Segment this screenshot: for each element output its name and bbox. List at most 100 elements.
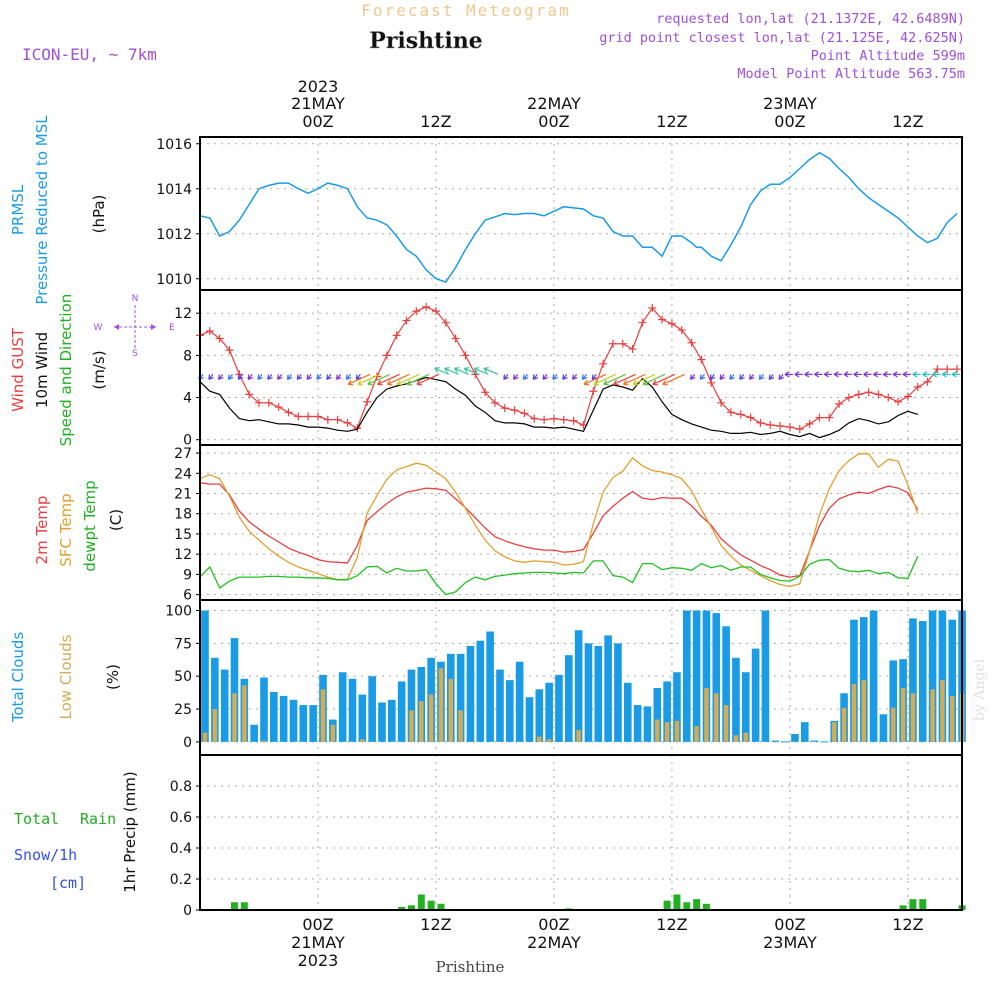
wind-ytick-label: 4 [183,391,192,407]
wind-direction-arrow [454,367,469,375]
wind-direction-arrowhead [532,374,539,380]
wind-gust-point [205,327,214,336]
total-cloud-bar [515,661,524,742]
total-cloud-bar [309,705,317,742]
temperature-ytick-label: 21 [174,487,192,503]
temp-unit: (C) [107,509,125,531]
snow-cm-label: [cm] [50,874,86,892]
wind-direction-arrowhead [843,371,849,378]
total-cloud-bar [643,706,652,742]
wind-gust-point [274,403,283,412]
wind-gust-point [667,319,676,328]
wind-gust-point [323,415,332,424]
total-cloud-bar [220,669,229,742]
wind-plot-area [200,290,962,445]
clouds-unit: (%) [104,664,122,690]
total-cloud-bar [250,724,258,742]
wind-gust-point [746,413,755,422]
wind-gust-point [815,413,824,422]
total-cloud-bar [702,610,711,742]
total-cloud-bar [397,681,406,742]
dewpt-temp-label: dewpt Temp [81,480,99,571]
wind-gust-point [451,334,460,343]
compass-rose: N S W E [94,294,176,359]
wind-direction-arrowhead [416,379,422,386]
cloud-panel-labels: Total Clouds Low Clouds (%) [9,632,122,724]
bottom-hour-label: 00Z [774,915,805,934]
wind-direction-arrowhead [873,371,879,378]
wind-speed-direction-label: Speed and Direction [57,294,75,447]
precip-ytick-label: 0.8 [170,779,192,795]
total-cloud-bar [761,610,770,742]
wind-gust-point [658,315,667,324]
total-cloud-bar [260,677,268,742]
temperature-ytick-label: 18 [174,507,192,523]
precip-bar [240,902,248,910]
low-cloud-bar [458,710,463,742]
precip-ytick-label: 0.6 [170,810,192,826]
total-cloud-bar [201,610,209,742]
precip-bar [230,902,238,910]
total-cloud-bar [299,705,308,742]
wind-direction-arrowhead [794,371,800,378]
wind-gust-point [245,390,254,399]
wind-gust-point [520,409,529,418]
temperature-ytick-label: 6 [183,588,192,604]
total-cloud-bar [604,635,612,742]
plot-layer: 1016101410121010128402724211815129610075… [156,136,966,919]
top-time-label: 12Z [892,112,923,131]
wind-direction-arrow [483,367,499,375]
wind-direction-arrow [406,373,430,385]
pressure-ytick-label: 1010 [156,272,192,288]
wind-direction-arrowhead [882,371,888,378]
wind-direction-arrowhead [286,374,293,380]
low-cloud-bar [655,719,660,742]
precip-panel-labels: Total Rain Snow/1h [cm] 1hr Precip (mm) [14,771,139,892]
model-label: ICON-EU, ~ 7km [22,45,157,64]
low-cloud-bar [714,693,719,742]
low-cloud-bar [212,709,218,742]
total-cloud-bar [810,740,819,742]
wind-direction-arrowhead [932,371,938,378]
grid-point-coords: grid point closest lon,lat (21.125E, 42.… [599,30,965,46]
total-cloud-bar [564,655,573,742]
wind-direction-arrowhead [306,374,313,380]
wind-direction-arrowhead [355,374,362,380]
wind-direction-arrowhead [583,379,590,386]
compass-west: W [94,323,103,333]
model-point-altitude: Model Point Altitude 563.75m [737,66,965,82]
pressure-plot-area [200,137,962,290]
low-cloud-bar [832,722,837,742]
total-cloud-bar [338,672,347,742]
precip-ytick-label: 0.2 [170,872,192,888]
wind-gust-point [422,302,431,311]
top-hour-label: 00Z [774,112,805,131]
total-cloud-bar [928,610,937,742]
top-hour-label: 00Z [302,112,333,131]
wind-direction-arrowhead [642,379,649,386]
wind-direction-arrowhead [522,374,529,380]
top-time-label: 12Z [420,112,451,131]
wind-direction-arrowhead [613,379,619,386]
wind-gust-point [402,316,411,325]
wind-direction-arrowhead [603,379,609,386]
bottom-hour-label: 00Z [302,915,333,934]
low-cloud-bar [841,707,847,742]
low-cloud-bar [861,680,866,742]
pressure-line [199,151,958,283]
wind-gust-point [264,398,273,407]
pressure-msl-label: Pressure Reduced to MSL [33,115,51,305]
precip-bar [437,903,445,910]
wind-direction-arrowhead [591,374,598,380]
total-cloud-bar [623,682,632,742]
wind-direction-arrowhead [257,374,263,380]
wind-gust-point [481,388,490,397]
wind-direction-arrow [593,373,617,385]
precip-bar [663,900,671,910]
sfc-temp-line [199,453,919,588]
wind-gust-point [933,365,942,374]
wind-direction-arrowhead [749,374,755,380]
